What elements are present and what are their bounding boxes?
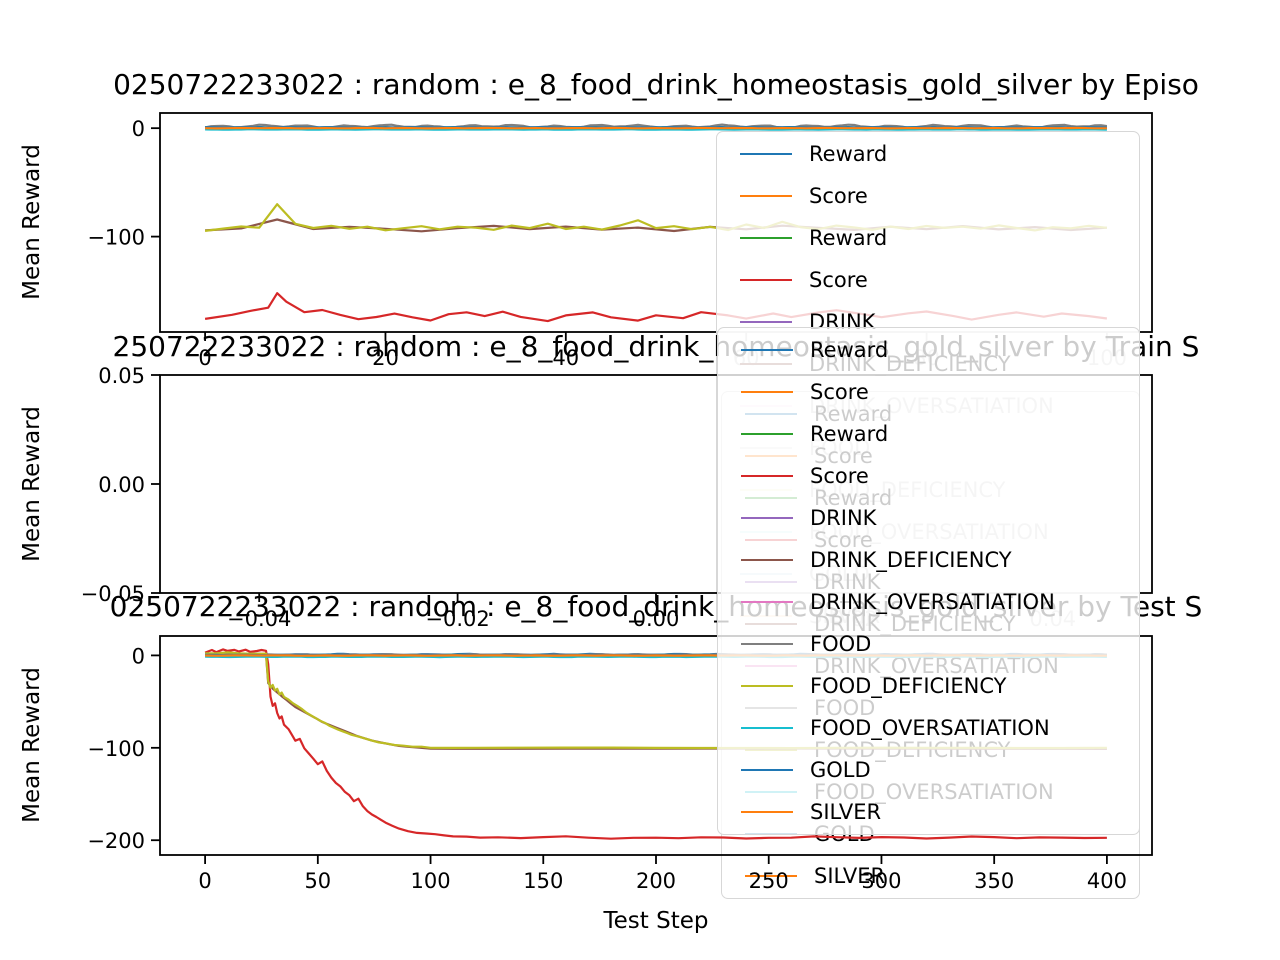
- legend-entry: FOOD_OVERSATIATION: [718, 707, 1139, 749]
- legend-entry: FOOD_DEFICIENCY: [718, 665, 1139, 707]
- legend-label: FOOD_OVERSATIATION: [810, 716, 1050, 740]
- subplot-episode-ylabel: Mean Reward: [19, 144, 45, 300]
- legend-line-swatch: [741, 349, 793, 351]
- legend-line-swatch: [741, 769, 793, 771]
- subplot-teststep-ylabel: Mean Reward: [19, 667, 45, 823]
- legend-entry: Score: [717, 175, 1139, 217]
- legend-entry: GOLD: [718, 749, 1139, 791]
- x-axis-label: Test Step: [603, 908, 709, 934]
- legend-entry: Reward: [717, 133, 1139, 175]
- y-tick-label: −100: [87, 226, 145, 250]
- legend-label: Reward: [809, 142, 888, 166]
- series-FOOD: [204, 123, 1108, 129]
- legend-teststep: Reward Score Reward Score DRINK DRINK_DEFICIE…: [717, 327, 1140, 835]
- legend-line-swatch: [740, 153, 792, 155]
- legend-label: SILVER: [810, 800, 882, 824]
- legend-entry: Score: [717, 259, 1139, 301]
- series-Reward: [205, 126, 1107, 130]
- legend-line-swatch: [741, 433, 793, 435]
- series-GOLD: [205, 126, 1107, 129]
- legend-entry: FOOD: [718, 623, 1139, 665]
- x-tick-label: 50: [304, 869, 331, 893]
- subplot-episode-title: 0250722233022 : random : e_8_food_drink_…: [113, 68, 1199, 101]
- legend-entry: Score: [718, 371, 1139, 413]
- legend-line-swatch: [741, 811, 793, 813]
- legend-line-swatch: [741, 475, 793, 477]
- legend-entry: Reward: [717, 217, 1139, 259]
- legend-line-swatch: [740, 195, 792, 197]
- series-Reward: [205, 125, 1107, 129]
- legend-label: Score: [810, 464, 869, 488]
- legend-entry: SILVER: [718, 791, 1139, 833]
- legend-line-swatch: [740, 321, 792, 323]
- legend-label: DRINK_OVERSATIATION: [810, 590, 1055, 614]
- legend-line-swatch: [741, 391, 793, 393]
- series-Score: [205, 126, 1107, 130]
- legend-label: FOOD: [810, 632, 872, 656]
- legend-line-swatch: [741, 685, 793, 687]
- y-tick-label: 0.05: [98, 364, 145, 388]
- legend-line-swatch: [740, 279, 792, 281]
- legend-entry: Reward: [718, 329, 1139, 371]
- legend-label: Score: [809, 268, 868, 292]
- y-tick-label: 0.00: [98, 473, 145, 497]
- legend-line-swatch: [741, 559, 793, 561]
- legend-line-swatch: [741, 643, 793, 645]
- y-tick-label: 0: [132, 644, 145, 668]
- x-tick-label: 150: [523, 869, 563, 893]
- legend-label: FOOD_DEFICIENCY: [810, 674, 1007, 698]
- legend-entry: DRINK: [718, 497, 1139, 539]
- y-tick-label: −100: [87, 737, 145, 761]
- legend-line-swatch: [740, 237, 792, 239]
- legend-label: DRINK_DEFICIENCY: [810, 548, 1012, 572]
- legend-label: SILVER: [814, 864, 886, 888]
- x-tick-label: 200: [636, 869, 676, 893]
- legend-label: Reward: [810, 422, 889, 446]
- legend-line-swatch: [741, 517, 793, 519]
- legend-label: Reward: [809, 226, 888, 250]
- legend-label: GOLD: [810, 758, 871, 782]
- legend-label: Score: [810, 380, 869, 404]
- legend-label: DRINK: [810, 506, 877, 530]
- legend-entry: DRINK_OVERSATIATION: [718, 581, 1139, 623]
- legend-entry: SILVER: [722, 855, 1139, 897]
- legend-label: Score: [809, 184, 868, 208]
- x-tick-label: 0: [198, 869, 211, 893]
- legend-line-swatch: [745, 875, 797, 877]
- y-tick-label: 0: [132, 117, 145, 141]
- legend-line-swatch: [741, 727, 793, 729]
- subplot-trainstep-ylabel: Mean Reward: [19, 406, 45, 562]
- x-tick-label: 100: [410, 869, 450, 893]
- legend-entry: DRINK_DEFICIENCY: [718, 539, 1139, 581]
- y-tick-label: −200: [87, 829, 145, 853]
- legend-entry: Reward: [718, 413, 1139, 455]
- legend-label: Reward: [810, 338, 889, 362]
- legend-line-swatch: [741, 601, 793, 603]
- legend-entry: Score: [718, 455, 1139, 497]
